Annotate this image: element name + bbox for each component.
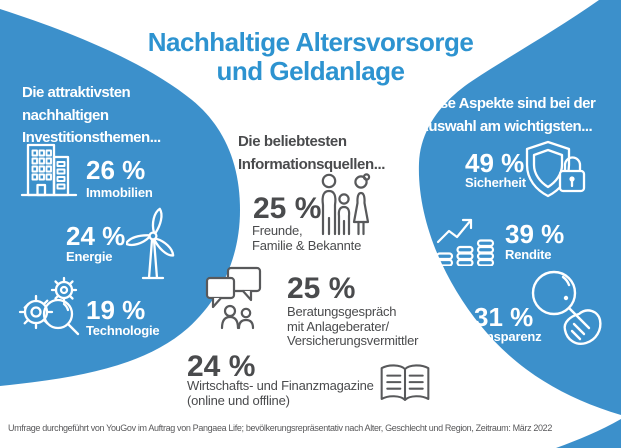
left-panel-heading: Die attraktivsten nachhaltigen Investiti… <box>22 84 161 146</box>
magnifier-hand-icon <box>519 266 607 360</box>
sicherheit-value: 49 % <box>465 148 525 178</box>
corner-wedge <box>556 419 621 448</box>
magazine-label: Wirtschafts- und Finanzmagazine (online … <box>187 378 374 408</box>
freunde-value: 25 % <box>253 192 322 225</box>
energie-value: 24 % <box>66 221 126 251</box>
shield-lock-icon <box>524 140 588 202</box>
immobilien-label: Immobilien <box>86 185 153 200</box>
gears-magnifier-icon <box>14 274 88 338</box>
technologie-value: 19 % <box>86 295 146 325</box>
building-icon <box>20 141 78 199</box>
rendite-value: 39 % <box>505 219 565 249</box>
freunde-label: Freunde, Familie & Bekannte <box>252 223 362 253</box>
right-blob <box>418 0 621 415</box>
chat-advisor-icon <box>204 266 268 330</box>
transparenz-label: Transparenz <box>467 329 542 344</box>
beratung-value: 25 % <box>287 272 356 305</box>
transparenz-value: 31 % <box>474 302 534 332</box>
right-panel-heading: Diese Aspekte sind bei der Auswahl am wi… <box>418 95 596 135</box>
energie-label: Energie <box>66 249 113 264</box>
rendite-label: Rendite <box>505 247 552 262</box>
technologie-label: Technologie <box>86 323 160 338</box>
middle-panel-heading: Die beliebtesten Informationsquellen... <box>238 133 386 173</box>
wind-turbine-icon <box>126 206 180 284</box>
beratung-label: Beratungsgespräch mit Anlageberater/ Ver… <box>287 304 419 349</box>
footer-source-note: Umfrage durchgeführt von YouGov im Auftr… <box>8 423 552 433</box>
magazine-icon <box>377 360 433 408</box>
magazine-value: 24 % <box>187 350 256 383</box>
sicherheit-label: Sicherheit <box>465 175 526 190</box>
immobilien-value: 26 % <box>86 155 146 185</box>
coins-growth-icon <box>434 210 498 266</box>
family-icon <box>316 172 374 240</box>
page-title: Nachhaltige Altersvorsorge und Geldanlag… <box>147 27 474 87</box>
left-blob <box>0 9 240 386</box>
